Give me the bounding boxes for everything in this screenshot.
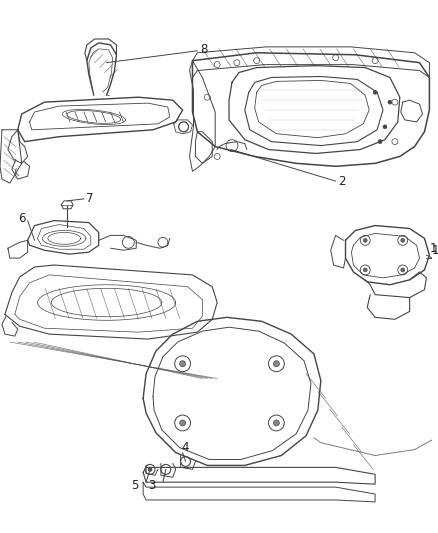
Circle shape [180, 420, 186, 426]
Circle shape [363, 238, 367, 243]
Circle shape [401, 238, 405, 243]
Text: 3: 3 [148, 479, 156, 491]
Text: 8: 8 [201, 43, 208, 56]
Text: 6: 6 [18, 212, 25, 225]
Circle shape [273, 420, 279, 426]
Circle shape [363, 268, 367, 272]
Text: 4: 4 [182, 441, 189, 454]
Circle shape [273, 361, 279, 367]
Text: 1: 1 [429, 242, 437, 255]
Text: 7: 7 [86, 192, 93, 205]
Circle shape [180, 361, 186, 367]
Circle shape [388, 100, 392, 104]
Text: 1: 1 [431, 244, 438, 257]
Text: 5: 5 [131, 479, 138, 491]
Text: 2: 2 [339, 175, 346, 188]
Circle shape [378, 140, 382, 143]
Circle shape [401, 268, 405, 272]
Circle shape [373, 90, 377, 94]
Circle shape [148, 467, 152, 471]
Circle shape [383, 125, 387, 129]
